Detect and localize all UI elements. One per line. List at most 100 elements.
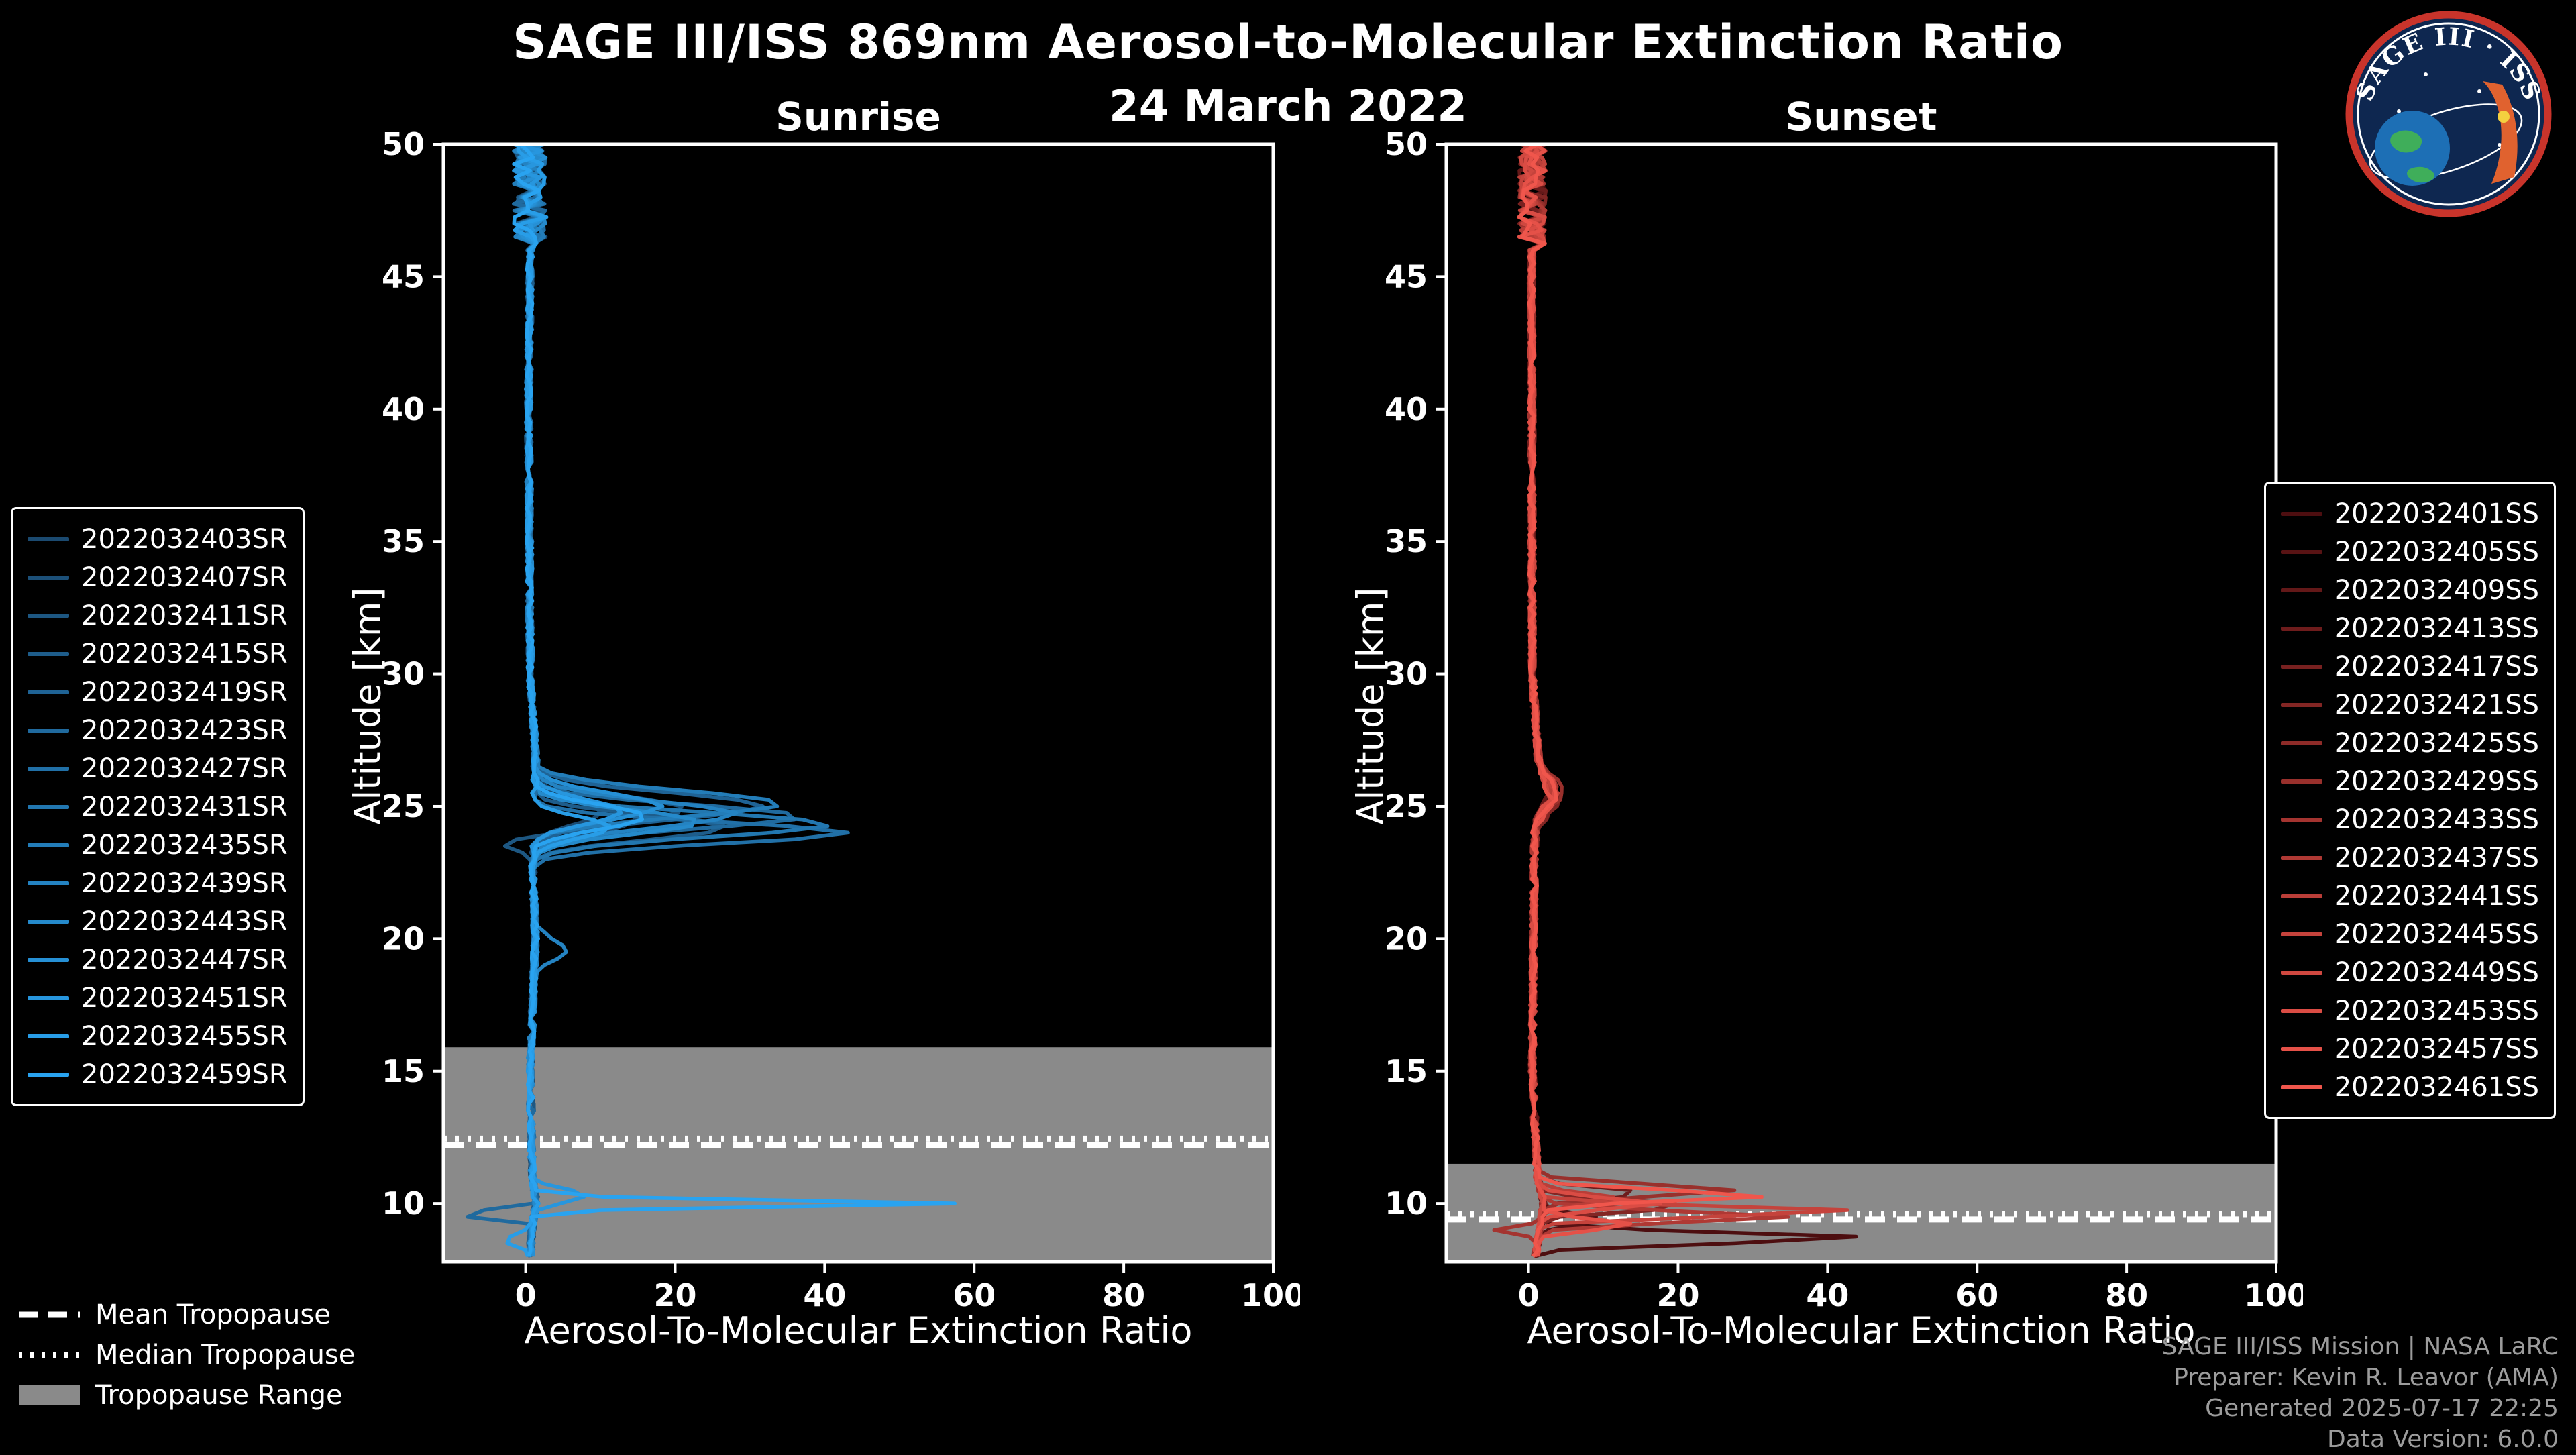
- x-tick-label: 60: [1955, 1277, 1998, 1313]
- legend-item: 2022032401SS: [2280, 494, 2539, 533]
- profile-line-2022032421SS: [1517, 144, 1677, 1257]
- x-tick-label: 20: [653, 1277, 696, 1313]
- legend-label: 2022032417SS: [2334, 651, 2539, 682]
- band-swatch: [19, 1385, 80, 1405]
- figure-date: 24 March 2022: [1109, 82, 1467, 131]
- legend-line-swatch: [2280, 1046, 2322, 1051]
- y-tick-label: 40: [1385, 391, 1428, 427]
- profile-line-2022032461SS: [1517, 144, 1764, 1258]
- x-tick-label: 40: [803, 1277, 846, 1313]
- legend-line-swatch: [2280, 702, 2322, 707]
- y-tick-label: 15: [382, 1053, 425, 1089]
- mean-tropopause-label: Mean Tropopause: [95, 1299, 331, 1330]
- legend-label: 2022032425SS: [2334, 727, 2539, 759]
- y-tick-label: 20: [1385, 920, 1428, 957]
- legend-label: 2022032457SS: [2334, 1033, 2539, 1065]
- y-tick-label: 35: [1385, 523, 1428, 559]
- sunset-plot: 0 20 40 60 80 100 10 15 20 25 30 35 40 45 50: [1385, 126, 2303, 1313]
- legend-label: 2022032435SR: [81, 829, 288, 861]
- legend-label: 2022032437SS: [2334, 842, 2539, 873]
- legend-line-swatch: [2280, 970, 2322, 975]
- legend-item: 2022032437SS: [2280, 839, 2539, 877]
- legend-item: 2022032451SR: [28, 979, 288, 1017]
- legend-item: 2022032453SS: [2280, 991, 2539, 1030]
- legend-line-swatch: [2280, 894, 2322, 898]
- legend-label: 2022032443SR: [81, 906, 288, 937]
- legend-label: 2022032439SR: [81, 867, 288, 899]
- legend-item: 2022032461SS: [2280, 1068, 2539, 1106]
- legend-label: 2022032415SR: [81, 638, 288, 669]
- legend-item: 2022032459SR: [28, 1055, 288, 1093]
- sunrise-y-axis-label: Altitude [km]: [346, 587, 389, 825]
- sunrise-plot: 0 20 40 60 80 100 10 15 20 25 30 35 40 45 50: [382, 126, 1300, 1313]
- credits-block: SAGE III/ISS Mission | NASA LaRC Prepare…: [2162, 1332, 2559, 1455]
- legend-line-swatch: [28, 957, 69, 962]
- legend-item: 2022032449SS: [2280, 953, 2539, 991]
- x-tick-label: 80: [1102, 1277, 1145, 1313]
- y-tick-label: 35: [382, 523, 425, 559]
- legend-label: 2022032411SR: [81, 600, 288, 631]
- y-tick-label: 45: [382, 258, 425, 294]
- sunset-panel-title: Sunset: [1785, 94, 1937, 140]
- y-tick-label: 25: [1385, 788, 1428, 824]
- profile-line-2022032401SS: [1525, 144, 1858, 1258]
- y-tick-label: 45: [1385, 258, 1428, 294]
- legend-label: 2022032461SS: [2334, 1071, 2539, 1103]
- figure-title: SAGE III/ISS 869nm Aerosol-to-Molecular …: [513, 15, 2063, 70]
- legend-line-swatch: [2280, 817, 2322, 822]
- legend-item: 2022032425SS: [2280, 724, 2539, 762]
- legend-label: 2022032459SR: [81, 1059, 288, 1090]
- legend-line-swatch: [2280, 1008, 2322, 1013]
- legend-line-swatch: [28, 1072, 69, 1077]
- x-tick-label: 100: [1241, 1277, 1300, 1313]
- sunset-legend: 2022032401SS 2022032405SS 2022032409SS 2022…: [2263, 482, 2556, 1119]
- x-tick-label: 80: [2105, 1277, 2148, 1313]
- figure-icon: [2483, 81, 2518, 184]
- y-tick-label: 10: [1385, 1185, 1428, 1222]
- y-tick-label: 25: [382, 788, 425, 824]
- sage-iss-logo: SAGE III · ISS: [2345, 11, 2552, 220]
- tropopause-range-legend-item: Tropopause Range: [19, 1380, 355, 1411]
- legend-label: 2022032423SR: [81, 714, 288, 746]
- moon-icon: [2498, 111, 2510, 123]
- legend-label: 2022032407SR: [81, 561, 288, 593]
- x-tick-label: 0: [515, 1277, 537, 1313]
- x-tick-label: 20: [1656, 1277, 1699, 1313]
- legend-line-swatch: [2280, 1085, 2322, 1089]
- legend-label: 2022032433SS: [2334, 804, 2539, 835]
- legend-item: 2022032443SR: [28, 902, 288, 940]
- tropopause-range-label: Tropopause Range: [95, 1380, 343, 1411]
- profile-line-2022032453SS: [1520, 144, 1662, 1258]
- legend-line-swatch: [2280, 511, 2322, 516]
- legend-item: 2022032431SR: [28, 788, 288, 826]
- legend-line-swatch: [2280, 549, 2322, 554]
- sunset-x-axis-label: Aerosol-To-Molecular Extinction Ratio: [1527, 1309, 2196, 1352]
- profile-line-2022032433SS: [1492, 144, 1558, 1258]
- legend-line-swatch: [2280, 664, 2322, 669]
- y-tick-label: 15: [1385, 1053, 1428, 1089]
- legend-label: 2022032421SS: [2334, 689, 2539, 720]
- legend-item: 2022032415SR: [28, 635, 288, 673]
- legend-line-swatch: [28, 995, 69, 1000]
- legend-item: 2022032435SR: [28, 826, 288, 864]
- median-tropopause-label: Median Tropopause: [95, 1340, 356, 1370]
- legend-line-swatch: [28, 537, 69, 541]
- legend-label: 2022032449SS: [2334, 957, 2539, 988]
- profile-line-2022032429SS: [1517, 144, 1737, 1257]
- legend-item: 2022032441SS: [2280, 877, 2539, 915]
- axes-border: [1444, 142, 2278, 1264]
- legend-line-swatch: [28, 613, 69, 618]
- mean-tropopause-legend-item: Mean Tropopause: [19, 1299, 355, 1330]
- legend-label: 2022032403SR: [81, 523, 288, 555]
- legend-item: 2022032413SS: [2280, 609, 2539, 647]
- legend-line-swatch: [2280, 741, 2322, 745]
- dashed-line-swatch: [19, 1311, 80, 1318]
- legend-item: 2022032447SR: [28, 940, 288, 979]
- legend-line-swatch: [28, 804, 69, 809]
- sunrise-x-axis-label: Aerosol-To-Molecular Extinction Ratio: [524, 1309, 1193, 1352]
- legend-line-swatch: [2280, 855, 2322, 860]
- legend-label: 2022032409SS: [2334, 574, 2539, 606]
- y-tick-label: 40: [382, 391, 425, 427]
- sunrise-legend: 2022032403SR 2022032407SR 2022032411SR 2022…: [11, 507, 305, 1106]
